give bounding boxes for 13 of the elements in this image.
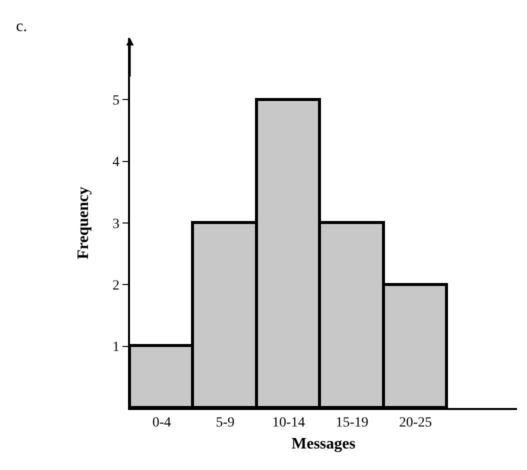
x-axis-title: Messages [292,436,356,453]
y-tick-label: 1 [112,340,120,356]
x-tick-label: 20-25 [399,416,432,431]
x-tick-label: 10-14 [272,416,305,431]
y-tick-label: 3 [112,216,120,232]
y-tick-label: 4 [112,155,120,170]
x-tick-label: 0-4 [152,416,172,431]
y-tick-label: 2 [112,278,120,294]
text: c. [16,18,28,35]
x-tick-label: 5-9 [216,416,234,431]
x-tick-label: 15-19 [336,416,368,431]
y-tick-label: 5 [112,94,120,109]
y-axis-title: Frequency [74,186,92,260]
